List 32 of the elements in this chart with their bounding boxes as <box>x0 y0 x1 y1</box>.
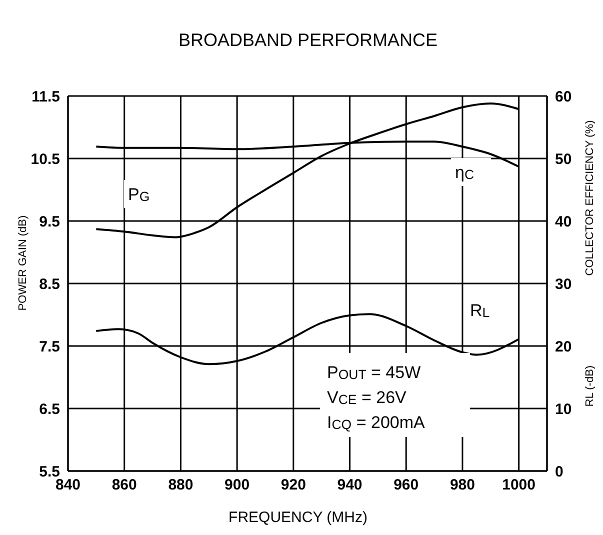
y2-tick-label: 30 <box>555 276 572 293</box>
y2-tick-label: 60 <box>555 88 572 106</box>
annotation: VCE = 26V <box>327 388 408 407</box>
y-tick-label: 10.5 <box>30 150 60 168</box>
y2-tick-label: 50 <box>555 150 572 168</box>
series-label: ηC <box>455 163 474 182</box>
series-label: RL <box>470 301 490 320</box>
y-tick-label: 9.5 <box>39 213 60 230</box>
y2-tick-label: 0 <box>555 463 564 480</box>
x-tick-label: 980 <box>450 476 475 494</box>
y2-axis-title: COLLECTOR EFFICIENCY (%) <box>584 120 596 276</box>
x-tick-label: 880 <box>168 476 194 494</box>
x-tick-label: 920 <box>280 476 306 494</box>
x-axis-title: FREQUENCY (MHz) <box>228 509 368 526</box>
y2-tick-label: 40 <box>555 213 572 230</box>
annotation: POUT = 45W <box>327 363 421 382</box>
x-tick-label: 960 <box>394 476 419 494</box>
x-tick-label: 860 <box>112 476 137 494</box>
annotation: ICQ = 200mA <box>327 413 426 432</box>
x-tick-label: 940 <box>337 476 362 494</box>
x-tick-label: 1000 <box>502 476 536 494</box>
y-tick-label: 6.5 <box>39 400 60 418</box>
y-tick-label: 8.5 <box>39 276 60 293</box>
y2-tick-label: 20 <box>555 338 572 356</box>
y-tick-label: 11.5 <box>32 88 60 106</box>
y-tick-label: 7.5 <box>39 338 60 356</box>
chart-title: BROADBAND PERFORMANCE <box>178 30 438 50</box>
x-tick-label: 900 <box>224 476 250 494</box>
series-label: PG <box>128 185 150 204</box>
y3-axis-title: RL (-dB) <box>584 365 596 407</box>
y2-tick-label: 10 <box>555 400 572 418</box>
y-axis-title: POWER GAIN (dB) <box>17 215 29 311</box>
